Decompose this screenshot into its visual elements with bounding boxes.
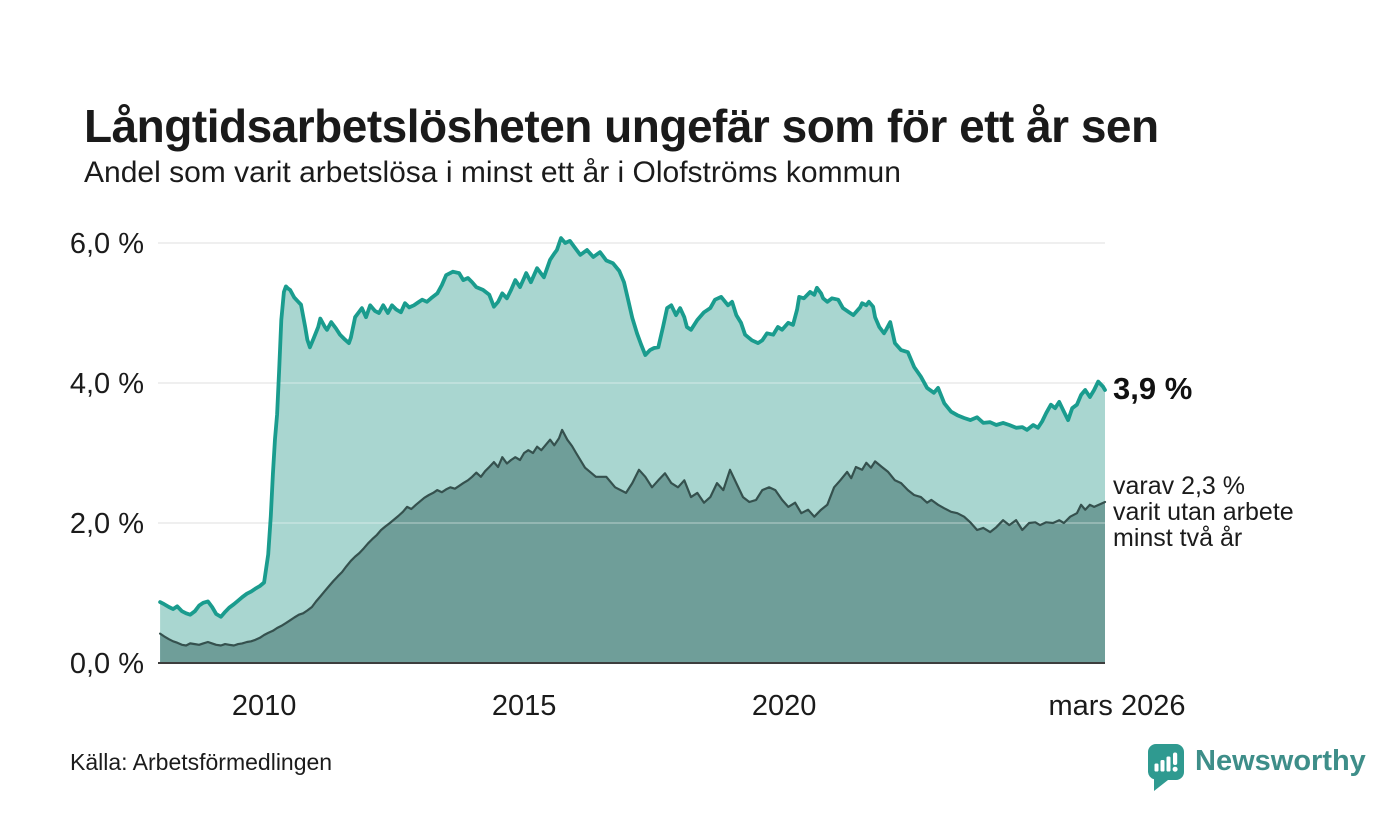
latest-value-label: 3,9 %: [1113, 371, 1193, 406]
x-axis-tick-label: mars 2026: [1048, 690, 1185, 722]
newsworthy-logo: Newsworthy: [1145, 742, 1366, 792]
x-axis-tick-label: 2020: [752, 690, 817, 722]
y-axis-tick-label: 2,0 %: [70, 508, 144, 540]
secondary-value-line: minst två år: [1113, 524, 1243, 552]
secondary-value-line: varav 2,3 %: [1113, 472, 1246, 500]
secondary-value-label: varav 2,3 % varit utan arbete minst två …: [1113, 473, 1294, 551]
y-axis-tick-label: 0,0 %: [70, 648, 144, 680]
y-axis-tick-label: 6,0 %: [70, 228, 144, 260]
brand-name: Newsworthy: [1195, 745, 1366, 777]
x-axis-tick-label: 2015: [492, 690, 557, 722]
page-title: Långtidsarbetslösheten ungefär som för e…: [84, 99, 1159, 152]
chart-subtitle: Andel som varit arbetslösa i minst ett å…: [84, 156, 901, 189]
secondary-value-line: varit utan arbete: [1113, 498, 1294, 526]
x-axis-tick-label: 2010: [232, 690, 297, 722]
source-note: Källa: Arbetsförmedlingen: [70, 749, 333, 775]
bar-chart-bubble-icon: [1148, 744, 1184, 791]
y-axis-tick-label: 4,0 %: [70, 368, 144, 400]
